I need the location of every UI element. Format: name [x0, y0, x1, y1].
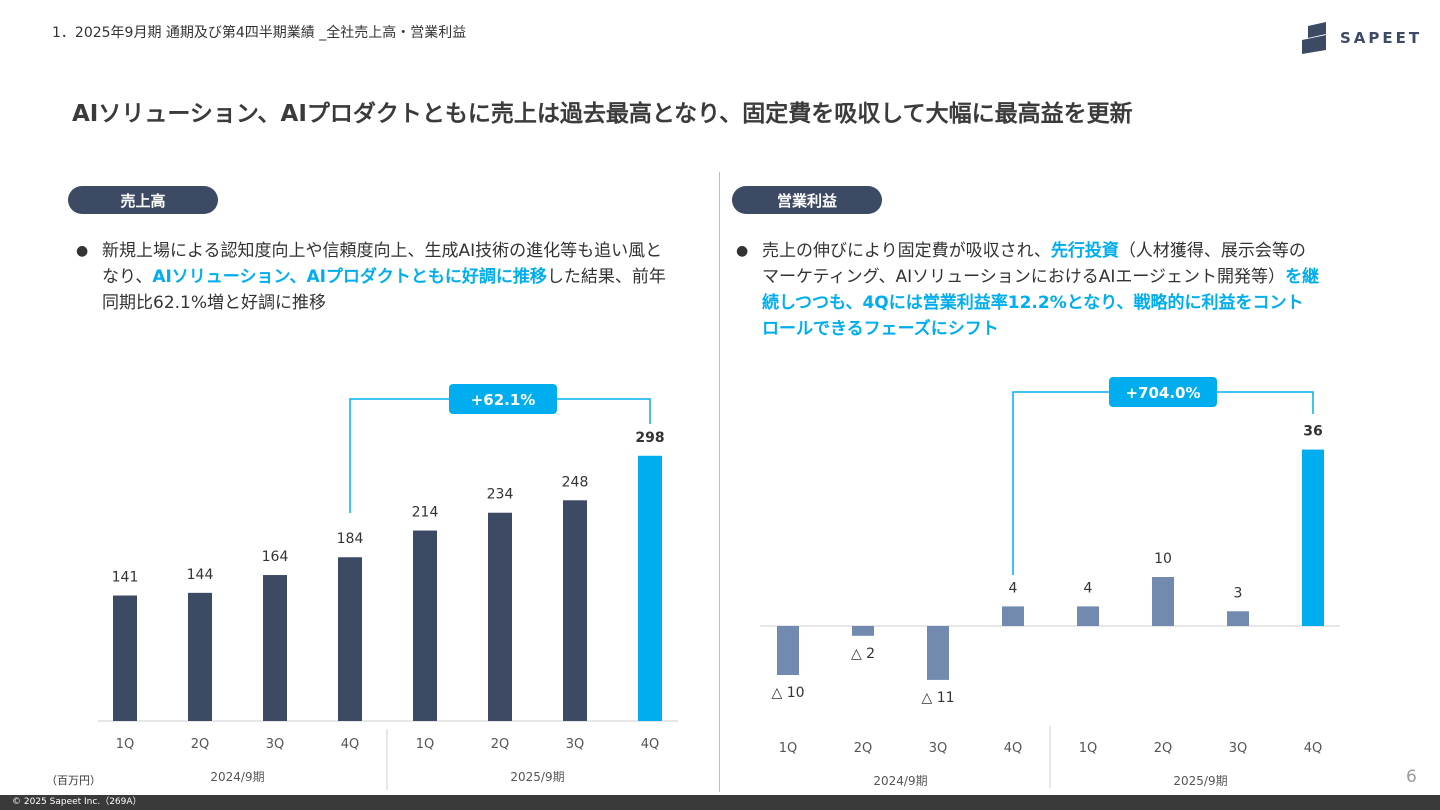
- company-logo: SAPEET: [1302, 22, 1422, 54]
- sales-value-label: 248: [562, 474, 589, 490]
- profit-category-label: 4Q: [1304, 741, 1323, 756]
- sales-category-label: 3Q: [266, 737, 285, 752]
- sales-value-label: 234: [487, 487, 514, 503]
- profit-category-label: 3Q: [929, 741, 948, 756]
- profit-bar: [852, 626, 874, 636]
- profit-growth-badge-label: +704.0%: [1125, 384, 1200, 402]
- profit-value-label: 10: [1154, 551, 1172, 567]
- sales-growth-badge-label: +62.1%: [471, 391, 536, 409]
- logo-text: SAPEET: [1340, 29, 1423, 47]
- column-divider: [719, 172, 720, 792]
- profit-group-label: 2025/9期: [1173, 774, 1227, 788]
- sales-bullet-line: 同期比62.1%増と好調に推移: [102, 293, 327, 313]
- profit-bullet-text: 売上の伸びにより固定費が吸収され、先行投資（人材獲得、展示会等の マーケティング…: [762, 238, 1319, 342]
- page-title: AIソリューション、AIプロダクトともに売上は過去最高となり、固定費を吸収して大…: [72, 101, 1133, 127]
- profit-group-label: 2024/9期: [873, 774, 927, 788]
- text-span: マーケティング、AIソリューションにおけるAIエージェント開発等）: [762, 267, 1286, 287]
- profit-category-label: 3Q: [1229, 741, 1248, 756]
- profit-bar: [927, 626, 949, 680]
- sales-bar: [413, 530, 437, 721]
- profit-bar: [1152, 577, 1174, 626]
- profit-bullet: ● 売上の伸びにより固定費が吸収され、先行投資（人材獲得、展示会等の マーケティ…: [736, 238, 1319, 342]
- sales-category-label: 4Q: [641, 737, 660, 752]
- sales-bar: [188, 592, 212, 721]
- text-span: なり、: [102, 267, 153, 287]
- sales-value-label: 298: [635, 430, 664, 446]
- profit-bar: [1227, 611, 1249, 626]
- sales-bullet: ● 新規上場による認知度向上や信頼度向上、生成AI技術の進化等も追い風と なり、…: [76, 238, 666, 316]
- profit-category-label: 2Q: [854, 741, 873, 756]
- sales-category-label: 2Q: [191, 737, 210, 752]
- sales-growth-badge: [449, 384, 557, 414]
- page-number: 6: [1406, 767, 1417, 787]
- profit-category-label: 2Q: [1154, 741, 1173, 756]
- sales-group-label: 2025/9期: [510, 770, 564, 784]
- operating-profit-section-pill: 営業利益: [732, 186, 882, 214]
- profit-category-label: 4Q: [1004, 741, 1023, 756]
- sales-bar: [488, 512, 512, 721]
- sales-category-label: 2Q: [491, 737, 510, 752]
- profit-bar: [777, 626, 799, 675]
- sales-category-label: 4Q: [341, 737, 360, 752]
- sales-group-label: 2024/9期: [210, 770, 264, 784]
- sales-category-label: 1Q: [416, 737, 435, 752]
- profit-value-label: 4: [1009, 580, 1018, 596]
- profit-category-label: 1Q: [779, 741, 798, 756]
- profit-category-label: 1Q: [1079, 741, 1098, 756]
- sales-bar: [263, 575, 287, 721]
- highlight-text: を継: [1285, 267, 1320, 287]
- profit-growth-bracket: [1012, 391, 1314, 575]
- highlight-text: AIソリューション、AIプロダクトともに好調に推移: [152, 267, 547, 287]
- profit-bar: [1302, 449, 1324, 626]
- sales-value-label: 184: [337, 531, 364, 547]
- sales-category-label: 3Q: [566, 737, 585, 752]
- profit-value-label: △ 11: [921, 690, 954, 706]
- profit-value-label: △ 10: [771, 685, 804, 701]
- sales-section-pill: 売上高: [68, 186, 218, 214]
- sales-bullet-line: 新規上場による認知度向上や信頼度向上、生成AI技術の進化等も追い風と: [102, 241, 663, 261]
- sales-bar: [638, 455, 662, 721]
- profit-value-label: 3: [1234, 585, 1243, 601]
- text-span: 売上の伸びにより固定費が吸収され、: [762, 241, 1051, 261]
- profit-bullet-line: 続しつつも、4Qには営業利益率12.2%となり、戦略的に利益をコント: [762, 293, 1304, 313]
- profit-bar: [1002, 606, 1024, 626]
- sales-bullet-line: なり、AIソリューション、AIプロダクトともに好調に推移した結果、前年: [102, 264, 666, 290]
- profit-bullet-line: マーケティング、AIソリューションにおけるAIエージェント開発等）を継: [762, 264, 1319, 290]
- highlight-text: 先行投資: [1050, 241, 1119, 261]
- sales-bar: [338, 557, 362, 721]
- profit-value-label: △ 2: [851, 646, 875, 662]
- profit-bullet-line: 売上の伸びにより固定費が吸収され、先行投資（人材獲得、展示会等の: [762, 238, 1319, 264]
- sales-value-label: 141: [112, 570, 139, 586]
- logo-mark-icon: [1302, 22, 1326, 54]
- sales-value-label: 144: [187, 567, 214, 583]
- profit-bullet-line: ロールできるフェーズにシフト: [762, 319, 999, 339]
- sales-category-label: 1Q: [116, 737, 135, 752]
- profit-value-label: 36: [1303, 424, 1322, 440]
- bullet-icon: ●: [736, 243, 749, 259]
- profit-growth-badge: [1109, 377, 1217, 407]
- sales-bullet-text: 新規上場による認知度向上や信頼度向上、生成AI技術の進化等も追い風と なり、AI…: [102, 238, 666, 316]
- sales-bar: [563, 500, 587, 721]
- text-span: （人材獲得、展示会等の: [1118, 241, 1306, 261]
- sales-value-label: 164: [262, 549, 289, 565]
- breadcrumb: 1．2025年9月期 通期及び第4四半期業績 _全社売上高・営業利益: [52, 25, 467, 41]
- bullet-icon: ●: [76, 243, 89, 259]
- profit-bar: [1077, 606, 1099, 626]
- footer-copyright: © 2025 Sapeet Inc.（269A）: [0, 795, 1440, 810]
- text-span: した結果、前年: [546, 267, 666, 287]
- sales-bar: [113, 595, 137, 721]
- profit-value-label: 4: [1084, 580, 1093, 596]
- sales-value-label: 214: [412, 505, 439, 521]
- unit-label: （百万円）: [46, 774, 101, 787]
